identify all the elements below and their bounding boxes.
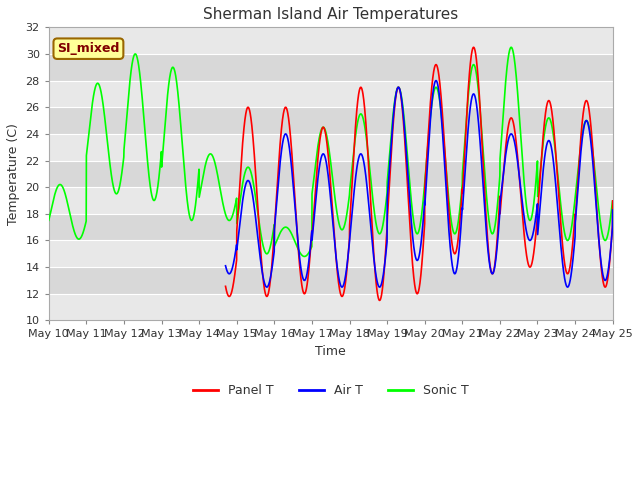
Line: Panel T: Panel T [225, 47, 612, 300]
Sonic T [301, 253, 308, 259]
Panel T [609, 198, 616, 204]
Y-axis label: Temperature (C): Temperature (C) [7, 123, 20, 225]
Panel T [285, 123, 293, 129]
X-axis label: Time: Time [316, 345, 346, 358]
Sonic T [45, 217, 52, 223]
Sonic T [143, 147, 150, 153]
Air T [598, 264, 605, 269]
Air T [609, 207, 616, 213]
Sonic T [508, 44, 515, 50]
Line: Sonic T: Sonic T [49, 47, 612, 256]
Bar [49, 187, 612, 214]
Bar [49, 107, 612, 134]
Line: Air T: Air T [225, 81, 612, 287]
Title: Sherman Island Air Temperatures: Sherman Island Air Temperatures [203, 7, 458, 22]
Bar [49, 294, 612, 321]
Sonic T [598, 229, 606, 235]
Sonic T [261, 249, 269, 255]
Bar [49, 134, 612, 160]
Bar [49, 81, 612, 107]
Bar [49, 160, 612, 187]
Sonic T [285, 227, 293, 233]
Air T [537, 193, 545, 199]
Sonic T [609, 198, 616, 204]
Sonic T [109, 182, 117, 188]
Air T [285, 145, 293, 151]
Bar [49, 240, 612, 267]
Panel T [537, 163, 545, 169]
Bar [49, 54, 612, 81]
Panel T [598, 268, 605, 274]
Legend: Panel T, Air T, Sonic T: Panel T, Air T, Sonic T [188, 379, 474, 402]
Bar [49, 214, 612, 240]
Sonic T [538, 157, 545, 163]
Text: SI_mixed: SI_mixed [57, 42, 120, 55]
Air T [261, 282, 269, 288]
Bar [49, 267, 612, 294]
Bar [49, 27, 612, 54]
Panel T [261, 289, 269, 295]
